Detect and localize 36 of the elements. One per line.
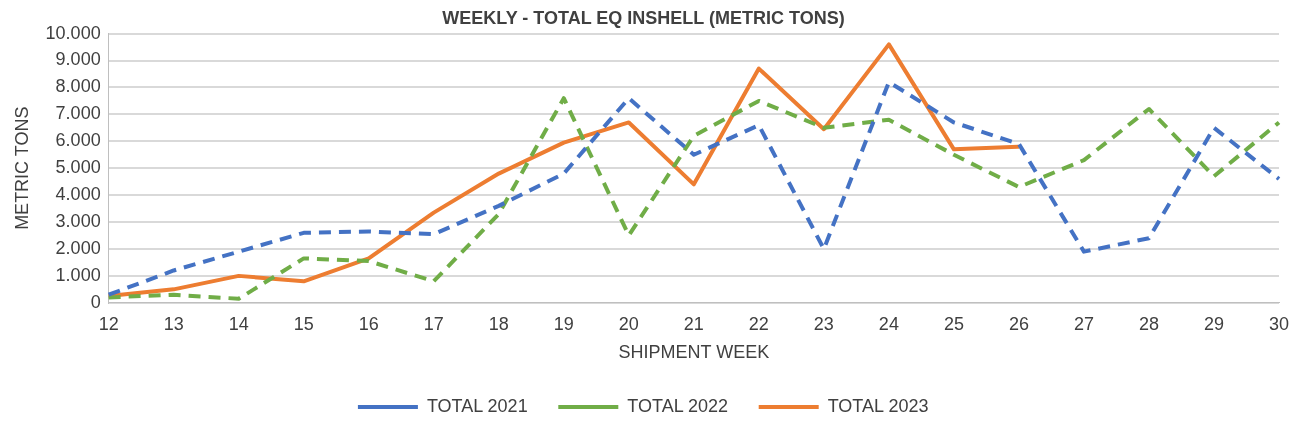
x-tick-label: 28 <box>1138 313 1159 334</box>
x-tick-label: 27 <box>1073 313 1094 334</box>
x-tick-label: 19 <box>553 313 574 334</box>
x-tick-label: 21 <box>683 313 704 334</box>
x-tick-label: 16 <box>358 313 379 334</box>
y-tick-label: 1.000 <box>55 264 101 285</box>
y-tick-label: 6.000 <box>55 130 101 151</box>
x-tick-label: 13 <box>163 313 184 334</box>
x-tick-label: 12 <box>98 313 119 334</box>
y-axis-title: METRIC TONS <box>11 106 32 230</box>
legend-label: TOTAL 2023 <box>827 395 929 416</box>
y-tick-label: 0 <box>90 291 101 312</box>
x-tick-label: 26 <box>1008 313 1029 334</box>
y-tick-label: 5.000 <box>55 157 101 178</box>
x-tick-label: 25 <box>943 313 964 334</box>
x-tick-label: 17 <box>423 313 444 334</box>
x-tick-label: 29 <box>1203 313 1224 334</box>
x-tick-label: 30 <box>1268 313 1290 334</box>
x-tick-label: 18 <box>488 313 509 334</box>
y-tick-label: 2.000 <box>55 237 101 258</box>
y-tick-label: 10.000 <box>45 22 101 43</box>
y-tick-label: 8.000 <box>55 76 101 97</box>
y-tick-label: 4.000 <box>55 184 101 205</box>
x-axis-title: SHIPMENT WEEK <box>618 342 770 363</box>
chart-title: WEEKLY - TOTAL EQ INSHELL (METRIC TONS) <box>442 7 845 28</box>
y-tick-label: 7.000 <box>55 103 101 124</box>
x-tick-label: 20 <box>618 313 639 334</box>
y-tick-label: 9.000 <box>55 49 101 70</box>
x-tick-label: 24 <box>878 313 899 334</box>
x-tick-label: 14 <box>228 313 249 334</box>
y-tick-label: 3.000 <box>55 211 101 232</box>
x-tick-label: 15 <box>293 313 314 334</box>
x-tick-label: 22 <box>748 313 769 334</box>
x-tick-label: 23 <box>813 313 834 334</box>
legend-label: TOTAL 2022 <box>627 395 729 416</box>
legend-label: TOTAL 2021 <box>426 395 528 416</box>
